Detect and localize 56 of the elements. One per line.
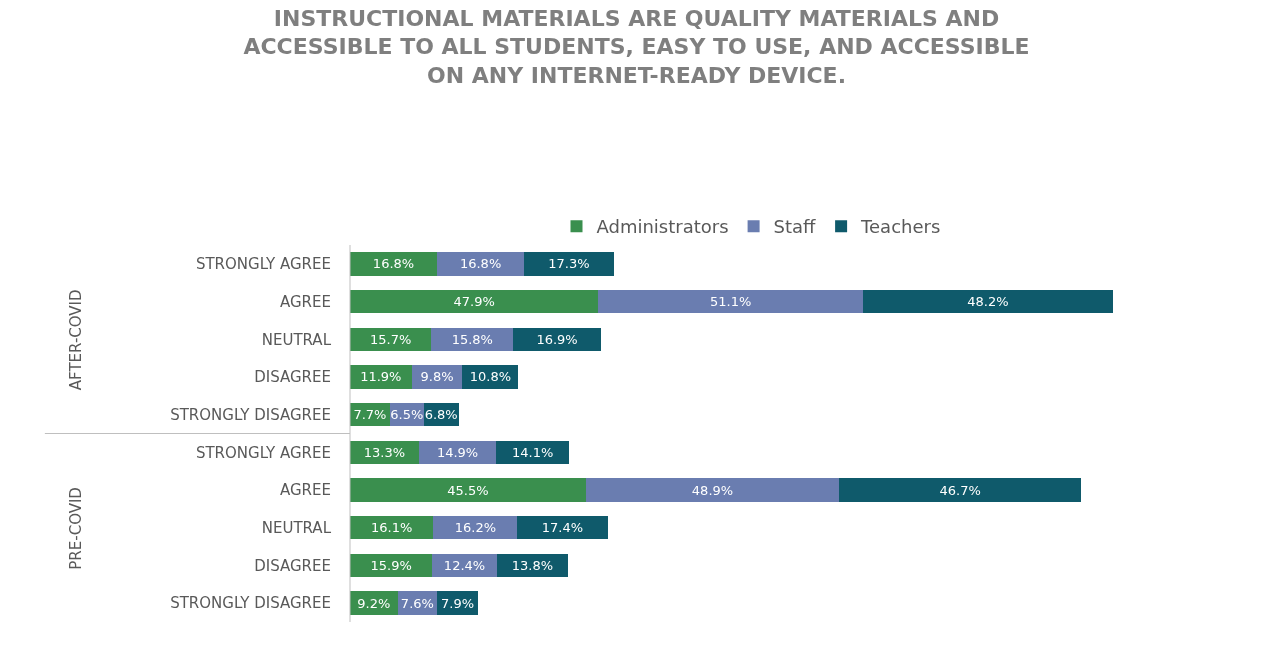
data-label: 51.1% — [709, 294, 752, 310]
data-label: 45.5% — [447, 482, 489, 498]
bar — [350, 289, 599, 314]
data-label: 16.2% — [454, 520, 497, 536]
data-label: 12.4% — [443, 557, 486, 573]
data-label: 7.7% — [353, 407, 387, 423]
data-label: 17.3% — [548, 256, 590, 272]
data-label: 7.9% — [441, 595, 475, 611]
bar — [524, 252, 614, 276]
bar — [350, 478, 586, 502]
bar — [585, 478, 840, 502]
data-label: 14.9% — [436, 444, 479, 460]
data-label: 48.2% — [967, 294, 1009, 310]
y-tick-label: DISAGREE — [254, 368, 331, 387]
data-label: 6.8% — [424, 407, 458, 423]
data-label: 16.9% — [536, 331, 578, 347]
y-tick-label: STRONGLY DISAGREE — [170, 594, 331, 613]
y-tick-label: STRONGLY AGREE — [195, 255, 331, 274]
data-label: 16.8% — [372, 256, 415, 272]
data-label: 6.5% — [390, 407, 424, 423]
y-tick-label: STRONGLY AGREE — [195, 443, 331, 462]
y-tick-label: AGREE — [280, 292, 331, 311]
data-label: 9.8% — [420, 369, 454, 385]
legend-label: Administrators — [596, 216, 729, 238]
bar — [517, 516, 608, 540]
bar — [437, 252, 525, 276]
data-label: 15.9% — [370, 557, 412, 573]
data-label: 15.8% — [451, 331, 493, 347]
y-tick-label: NEUTRAL — [261, 519, 332, 537]
data-label: 46.7% — [939, 482, 981, 498]
bar — [863, 289, 1113, 314]
data-label: 14.1% — [512, 444, 554, 460]
data-label: 7.6% — [400, 595, 434, 611]
y-tick-label: NEUTRAL — [261, 330, 332, 349]
chart-title: INSTRUCTIONAL MATERIALS ARE QUALITY MATERIALS AND ACCESSIBLE TO ALL STUDENTS, EASY TO USE, AND ACCESSIBLE ON ANY INTERNET-READY DEVICE. — [243, 5, 1030, 89]
y-tick-label: STRONGLY DISAGREE — [170, 405, 331, 424]
data-label: 15.7% — [370, 331, 412, 347]
legend-label: Staff — [773, 216, 817, 238]
data-label: 47.9% — [453, 294, 495, 310]
data-label: 16.8% — [459, 256, 502, 272]
data-label: 13.3% — [363, 444, 406, 460]
data-label: 17.4% — [541, 520, 584, 536]
y-tick-label: AGREE — [280, 481, 331, 500]
legend-label: Teachers — [860, 216, 941, 238]
data-label: 9.2% — [357, 595, 391, 611]
text: PRE-COVID — [67, 487, 86, 570]
data-label: 48.9% — [691, 482, 734, 498]
data-label: 10.8% — [469, 369, 512, 385]
data-label: 13.8% — [511, 557, 554, 573]
text: AFTER-COVID — [66, 289, 85, 391]
data-label: 16.1% — [371, 520, 413, 536]
bar — [598, 289, 864, 314]
data-label: 11.9% — [360, 369, 402, 385]
bar — [350, 252, 438, 276]
bar — [839, 478, 1082, 502]
y-tick-label: DISAGREE — [254, 556, 331, 575]
